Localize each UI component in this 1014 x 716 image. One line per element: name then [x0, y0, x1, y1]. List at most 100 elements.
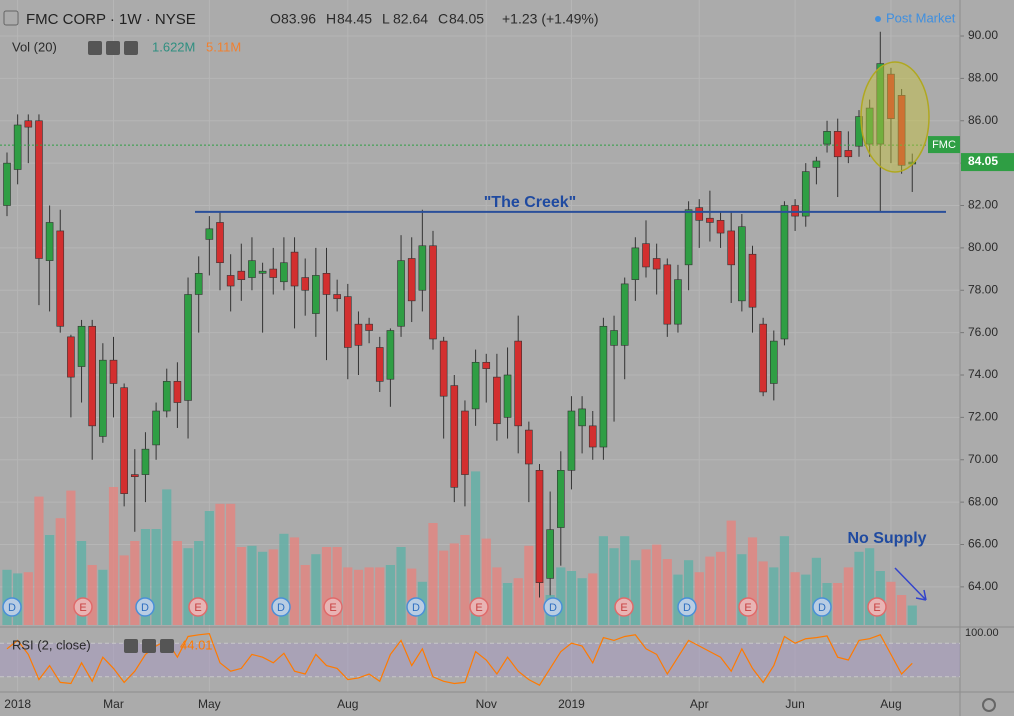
- event-marker[interactable]: [812, 597, 832, 617]
- volume-bar: [684, 560, 694, 625]
- indicator-icon[interactable]: [160, 639, 174, 653]
- ohlc-value: 82.64: [393, 11, 428, 27]
- indicator-icon[interactable]: [106, 41, 120, 55]
- candle-body: [738, 226, 746, 302]
- candle-body: [194, 273, 203, 295]
- event-label: D: [683, 602, 691, 614]
- y-tick-label: 72.00: [968, 410, 998, 424]
- volume-bar: [662, 559, 672, 625]
- event-label: E: [873, 602, 880, 614]
- candle-body: [24, 120, 33, 128]
- volume-bar: [492, 567, 502, 625]
- candle-body: [429, 245, 437, 340]
- candle-body: [343, 296, 352, 348]
- candle-body: [663, 264, 672, 325]
- candle-body: [674, 279, 682, 325]
- candle-body: [727, 230, 736, 266]
- status-dot: [875, 16, 881, 22]
- candle-body: [503, 374, 512, 418]
- event-marker[interactable]: [2, 597, 22, 617]
- ohlc-prefix: L: [382, 11, 390, 27]
- candle-body: [801, 171, 810, 217]
- volume-bar: [652, 544, 662, 625]
- volume-bar: [2, 569, 12, 625]
- volume-bar: [66, 490, 76, 625]
- candle-body: [684, 209, 693, 266]
- volume-bar: [609, 548, 619, 625]
- candle-body: [216, 222, 224, 264]
- candle-body: [301, 277, 310, 291]
- volume-bar: [737, 554, 747, 625]
- candle-body: [461, 410, 469, 475]
- candle-body: [897, 95, 906, 166]
- candle-body: [823, 131, 831, 145]
- volume-bar: [886, 581, 896, 625]
- ohlc-value: 83.96: [281, 11, 316, 27]
- indicator-icon[interactable]: [124, 41, 138, 55]
- event-marker[interactable]: [677, 597, 697, 617]
- no-supply-label: No Supply: [847, 530, 926, 547]
- event-marker[interactable]: [543, 597, 563, 617]
- candle-body: [556, 470, 565, 528]
- volume-bar: [577, 578, 587, 625]
- event-marker[interactable]: [323, 597, 343, 617]
- candle-body: [620, 283, 629, 346]
- volume-bar: [598, 536, 608, 625]
- indicator-icon[interactable]: [142, 639, 156, 653]
- volume-bar: [194, 541, 204, 625]
- ohlc-value: 84.05: [449, 11, 484, 27]
- event-marker[interactable]: [406, 597, 426, 617]
- volume-bar: [801, 574, 811, 625]
- candle-body: [109, 359, 118, 384]
- x-tick-label: Jun: [785, 697, 804, 711]
- volume-bar: [769, 567, 779, 625]
- volume-bar: [34, 496, 44, 625]
- y-tick-label: 70.00: [968, 452, 998, 466]
- x-tick-label: Apr: [690, 697, 709, 711]
- volume-bar: [183, 548, 193, 625]
- volume-bar: [140, 529, 151, 625]
- candle-body: [248, 260, 256, 278]
- event-marker[interactable]: [135, 597, 155, 617]
- x-tick-label: Nov: [476, 697, 497, 711]
- event-label: E: [744, 602, 751, 614]
- event-marker[interactable]: [614, 597, 634, 617]
- settings-icon[interactable]: [982, 698, 996, 712]
- x-tick-label: Aug: [880, 697, 901, 711]
- volume-bar: [524, 545, 534, 625]
- volume-bar: [907, 605, 917, 625]
- candle-body: [844, 150, 853, 158]
- volume-bar: [172, 541, 182, 625]
- event-marker[interactable]: [738, 597, 758, 617]
- volume-bar: [428, 523, 438, 625]
- candle-body: [876, 63, 885, 145]
- candle-body: [205, 228, 214, 240]
- event-marker[interactable]: [73, 597, 93, 617]
- ohlc-prefix: C: [438, 11, 448, 27]
- event-label: E: [79, 602, 86, 614]
- indicator-icon[interactable]: [124, 639, 138, 653]
- ohlc-value: 84.45: [337, 11, 372, 27]
- volume-bar: [449, 543, 459, 625]
- x-tick-label: Aug: [337, 697, 358, 711]
- symbol-label: FMC: [932, 139, 956, 151]
- candle-body: [226, 275, 235, 287]
- event-marker[interactable]: [271, 597, 291, 617]
- volume-bar: [620, 536, 630, 625]
- indicator-icon[interactable]: [88, 41, 102, 55]
- event-marker[interactable]: [867, 597, 887, 617]
- volume-bar: [747, 537, 758, 625]
- event-label: E: [194, 602, 201, 614]
- volume-bar: [289, 537, 300, 625]
- candle-body: [99, 359, 107, 437]
- volume-bar: [108, 487, 119, 625]
- volume-bar: [151, 529, 161, 625]
- collapse-icon[interactable]: [3, 10, 19, 26]
- volume-bar: [811, 557, 821, 625]
- event-marker[interactable]: [469, 597, 489, 617]
- y-tick-label: 66.00: [968, 537, 998, 551]
- x-tick-label: 2018: [4, 697, 31, 711]
- volume-bar: [556, 567, 566, 625]
- volume-bar: [897, 595, 907, 625]
- event-marker[interactable]: [188, 597, 208, 617]
